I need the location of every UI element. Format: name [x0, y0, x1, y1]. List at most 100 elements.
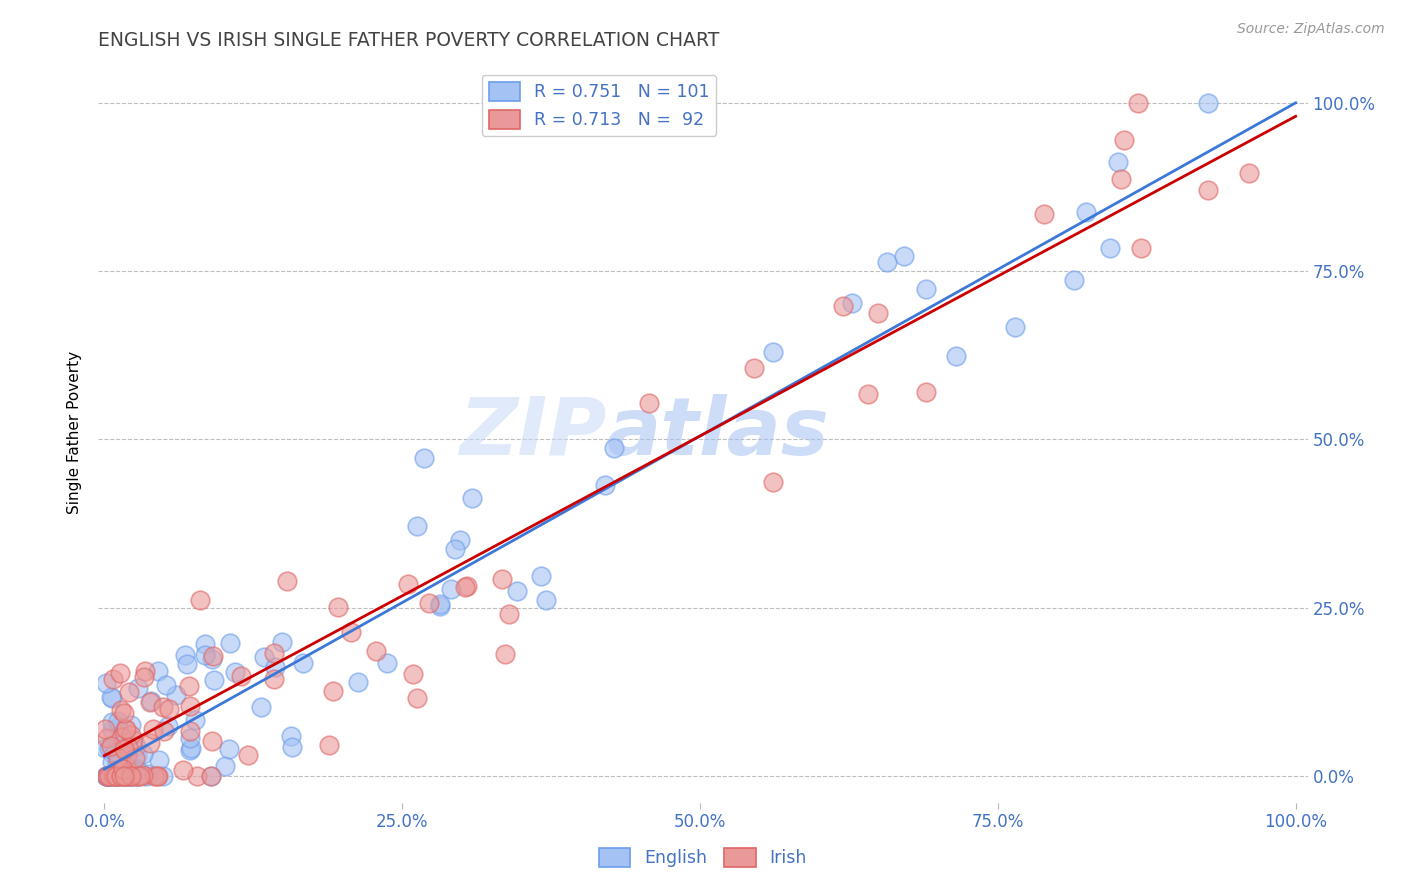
Point [115, 769, 138, 783]
Point [405, 519, 427, 533]
Point [318, 739, 340, 753]
Point [364, 644, 387, 658]
Point [105, 769, 128, 783]
Point [112, 706, 135, 720]
Point [145, 769, 167, 783]
Point [139, 736, 162, 750]
Point [153, 723, 176, 738]
Point [157, 719, 180, 733]
Point [280, 729, 302, 743]
Point [96, 769, 118, 783]
Point [866, 306, 889, 320]
Legend: R = 0.751   N = 101, R = 0.713   N =  92: R = 0.751 N = 101, R = 0.713 N = 92 [482, 75, 717, 136]
Point [1126, 95, 1149, 110]
Point [841, 295, 863, 310]
Point [914, 385, 936, 400]
Point [402, 666, 425, 681]
Point [202, 673, 225, 688]
Point [103, 769, 125, 783]
Point [494, 648, 516, 662]
Point [112, 762, 135, 776]
Point [194, 636, 217, 650]
Point [165, 688, 187, 702]
Point [461, 491, 484, 505]
Point [135, 769, 157, 783]
Point [179, 743, 201, 757]
Point [184, 713, 207, 727]
Point [1099, 241, 1122, 255]
Point [112, 769, 135, 783]
Point [101, 714, 124, 729]
Point [271, 635, 294, 649]
Point [110, 769, 132, 783]
Point [505, 583, 527, 598]
Point [201, 648, 224, 663]
Text: ZIP: ZIP [458, 393, 606, 472]
Point [152, 769, 174, 783]
Point [281, 740, 304, 755]
Point [120, 769, 142, 783]
Point [1112, 133, 1135, 147]
Point [179, 731, 201, 746]
Point [96, 769, 118, 783]
Point [100, 769, 122, 783]
Point [375, 656, 398, 670]
Point [139, 695, 162, 709]
Point [100, 690, 122, 705]
Point [105, 769, 128, 783]
Point [876, 255, 898, 269]
Point [118, 685, 141, 699]
Point [94, 769, 117, 783]
Point [117, 739, 139, 754]
Point [200, 733, 222, 747]
Point [127, 769, 149, 783]
Point [118, 769, 141, 783]
Point [107, 751, 129, 765]
Point [125, 749, 148, 764]
Point [148, 769, 170, 783]
Point [188, 593, 211, 607]
Point [115, 722, 138, 736]
Point [530, 569, 553, 583]
Point [115, 769, 138, 783]
Point [105, 763, 128, 777]
Point [498, 607, 520, 622]
Point [129, 769, 152, 783]
Point [179, 724, 201, 739]
Point [127, 762, 149, 776]
Point [127, 681, 149, 696]
Point [418, 596, 440, 610]
Point [180, 741, 202, 756]
Point [326, 599, 349, 614]
Point [114, 756, 136, 771]
Point [97, 769, 120, 783]
Point [915, 282, 938, 296]
Point [105, 769, 128, 783]
Point [263, 646, 285, 660]
Point [413, 451, 436, 466]
Point [108, 665, 131, 680]
Point [761, 475, 783, 490]
Point [347, 674, 370, 689]
Point [100, 739, 122, 753]
Point [155, 678, 177, 692]
Point [107, 720, 129, 734]
Point [121, 732, 143, 747]
Point [1197, 183, 1219, 197]
Point [107, 714, 129, 728]
Point [1197, 95, 1219, 110]
Point [858, 387, 880, 401]
Point [1032, 207, 1054, 221]
Point [453, 581, 475, 595]
Point [114, 769, 136, 783]
Point [142, 722, 165, 736]
Text: ENGLISH VS IRISH SINGLE FATHER POVERTY CORRELATION CHART: ENGLISH VS IRISH SINGLE FATHER POVERTY C… [98, 30, 720, 50]
Point [1107, 154, 1129, 169]
Point [112, 742, 135, 756]
Point [176, 657, 198, 671]
Point [218, 741, 240, 756]
Point [110, 730, 132, 744]
Point [200, 769, 222, 783]
Point [120, 717, 142, 731]
Point [449, 533, 471, 547]
